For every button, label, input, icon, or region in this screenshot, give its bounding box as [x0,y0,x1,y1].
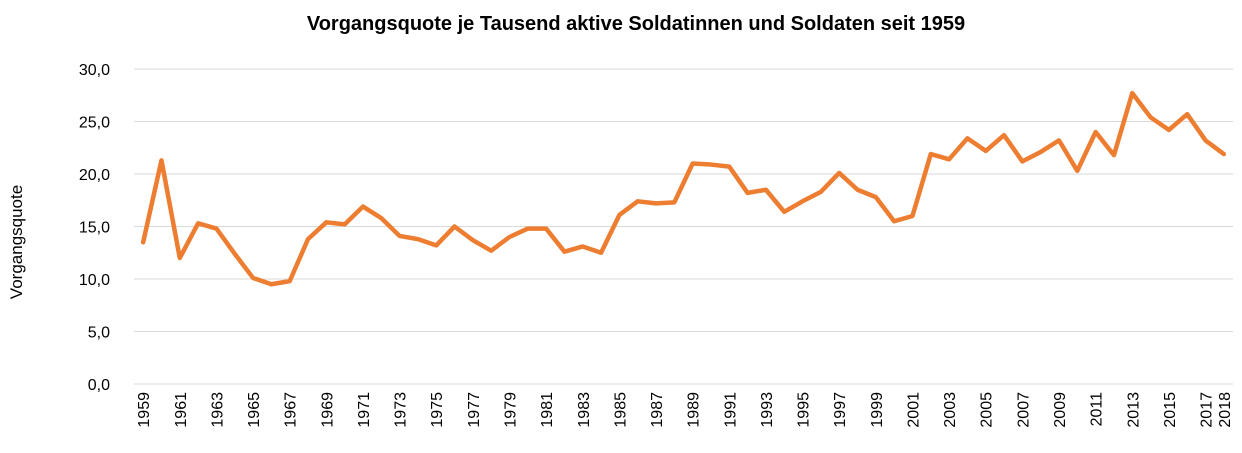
x-tick-label: 2018 [1217,392,1234,428]
line [140,90,1227,287]
x-tick-label: 2015 [1162,392,1179,428]
x-tick-label: 2011 [1089,392,1106,427]
x-tick-label: 1979 [502,392,519,428]
x-tick-label: 1965 [246,392,263,428]
x-tick-label: 1999 [869,392,886,428]
x-tick-label: 2007 [1015,392,1032,428]
x-tick-label: 1987 [649,392,666,428]
x-tick-label: 1975 [429,392,446,428]
chart-title: Vorgangsquote je Tausend aktive Soldatin… [307,13,965,35]
x-tick-label: 1959 [136,392,153,428]
x-tick-label: 2003 [942,392,959,428]
x-tick-label: 2005 [979,392,996,428]
x-tick-label: 1969 [319,392,336,428]
x-tick-label: 1977 [466,392,483,428]
x-tick-label: 1983 [576,392,593,428]
y-tick-label: 10,0 [79,272,110,289]
x-tick-label: 1985 [612,392,629,428]
y-tick-label: 25,0 [79,115,110,132]
x-tick-label: 2009 [1052,392,1069,428]
y-tick-label: 20,0 [79,167,110,184]
y-tick-label: 15,0 [79,220,110,237]
x-tick-label: 1981 [539,392,556,428]
x-tick-label: 1971 [356,392,373,428]
x-tick-label: 1989 [686,392,703,428]
x-tick-label: 1993 [759,392,776,428]
x-tick-label: 1973 [393,392,410,428]
x-tick-label: 2013 [1125,392,1142,428]
x-tick-label: 1967 [283,392,300,428]
x-tick-label: 1995 [796,392,813,428]
x-tick-label: 1991 [722,392,739,428]
x-tick-label: 2017 [1199,392,1216,428]
y-axis-label: Vorgangsquote [7,185,26,299]
y-tick-label: 5,0 [88,325,110,342]
x-tick-label: 1963 [209,392,226,428]
x-tick-label: 2001 [905,392,922,428]
y-tick-label: 0,0 [88,377,110,394]
x-tick-label: 1961 [173,392,190,428]
x-tick-label: 1997 [832,392,849,428]
y-tick-label: 30,0 [79,62,110,79]
